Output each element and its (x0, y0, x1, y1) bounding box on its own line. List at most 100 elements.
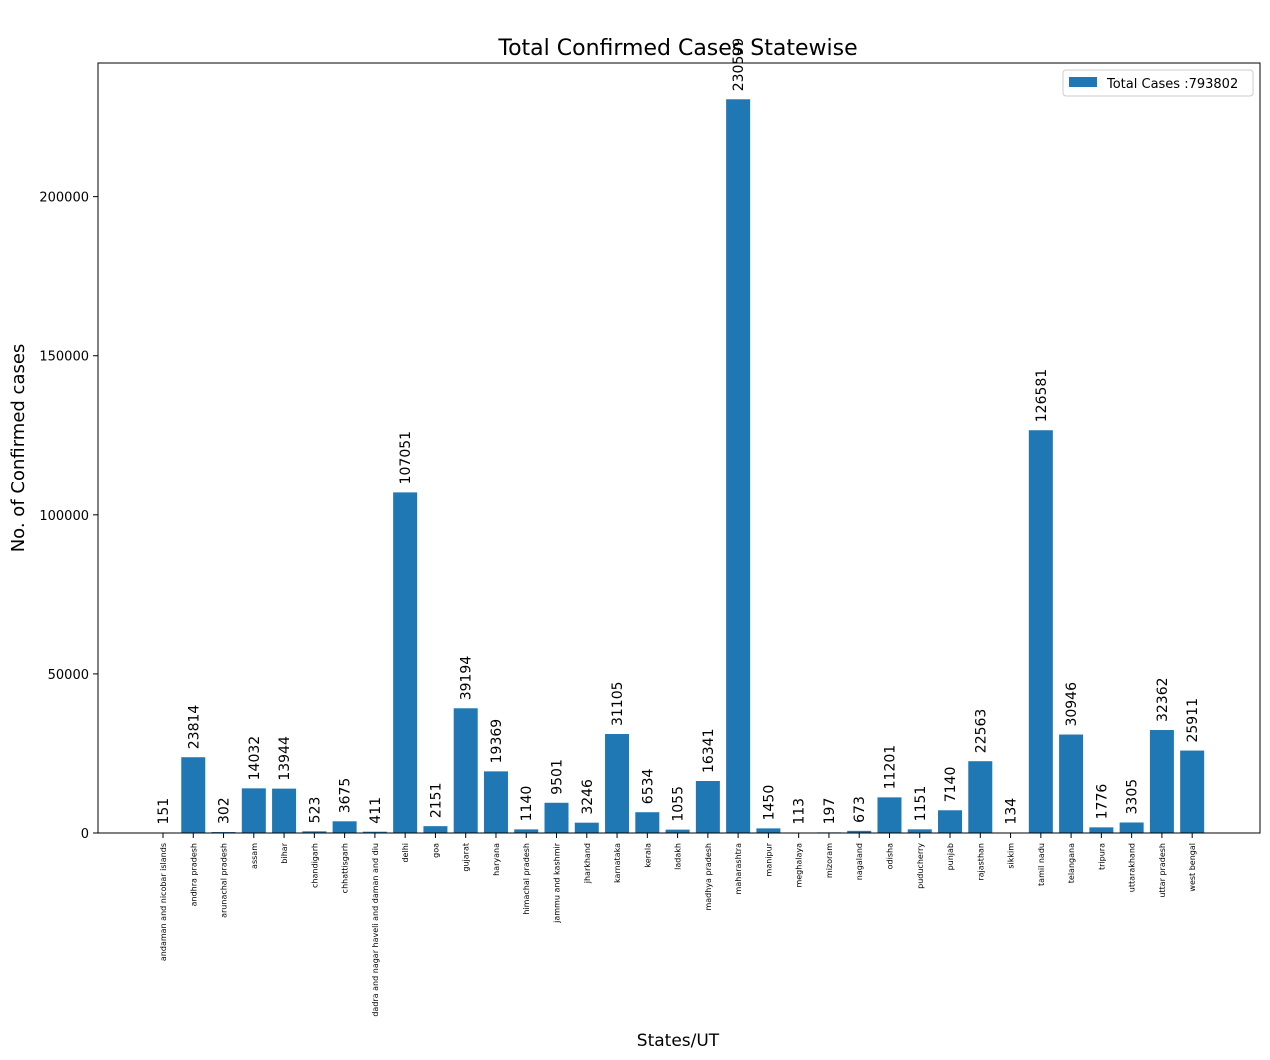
bar (1149, 730, 1174, 833)
data-label: 3675 (338, 778, 354, 814)
data-label: 151 (156, 798, 172, 825)
chart-title: Total Confirmed Cases Statewise (497, 36, 857, 61)
data-label: 126581 (1034, 369, 1050, 422)
x-tick-label: tamil nadu (1037, 843, 1046, 886)
x-tick-label: mizoram (825, 843, 834, 878)
x-tick-label: telangana (1067, 843, 1076, 883)
bar (272, 788, 297, 833)
bar (483, 771, 508, 833)
data-label: 230599 (731, 38, 747, 91)
bar (847, 830, 872, 833)
legend-label: Total Cases :793802 (1106, 77, 1238, 92)
y-axis-label: No. of Confirmed cases (8, 344, 29, 553)
bar (726, 99, 751, 834)
x-tick-label: arunachal pradesh (220, 843, 229, 918)
x-tick-label: kerala (643, 843, 652, 868)
bar (423, 826, 448, 833)
y-tick-label: 200000 (39, 191, 89, 206)
plot-frame (97, 62, 1261, 834)
data-label: 113 (792, 798, 808, 825)
x-tick-label: himachal pradesh (522, 843, 531, 915)
bar (453, 708, 478, 833)
data-label: 1450 (761, 785, 777, 821)
data-label: 107051 (398, 431, 414, 484)
x-tick-label: karnataka (613, 843, 622, 883)
bars-group (151, 99, 1205, 834)
bar (544, 802, 569, 833)
data-label: 19369 (489, 719, 505, 764)
data-label: 25911 (1185, 698, 1201, 743)
y-tick-label: 0 (81, 827, 89, 842)
x-tick-label: andaman and nicobar islands (159, 843, 168, 961)
x-tick-label: jharkhand (583, 843, 592, 884)
data-label: 13944 (277, 736, 293, 781)
data-label: 14032 (247, 736, 263, 781)
bar (1119, 822, 1144, 833)
x-tick-label: dadra and nagar haveli and daman and diu (371, 843, 380, 1017)
bar (1028, 430, 1053, 833)
legend-box (1062, 69, 1254, 97)
bar (877, 797, 902, 833)
data-label: 32362 (1155, 677, 1171, 722)
data-label: 1140 (519, 786, 535, 822)
data-label: 134 (1004, 798, 1020, 825)
x-tick-label: ladakh (674, 843, 683, 870)
data-label: 2151 (428, 783, 444, 819)
x-tick-label: uttar pradesh (1158, 843, 1167, 898)
bar (605, 734, 630, 833)
data-label: 411 (368, 797, 384, 824)
data-label: 22563 (973, 709, 989, 754)
data-label: 31105 (610, 681, 626, 726)
bar (393, 492, 418, 833)
data-label: 9501 (550, 759, 566, 795)
x-tick-label: gujarat (462, 843, 471, 872)
data-labels-group: 151 23814 302 14032 13944 523 3675 411 107051 215… (156, 38, 1201, 825)
x-tick-label: delhi (401, 843, 410, 863)
data-label: 30946 (1064, 682, 1080, 727)
y-tick-label: 150000 (39, 350, 89, 365)
x-tick-label: meghalaya (795, 843, 804, 888)
bar (332, 821, 357, 833)
bar (514, 829, 539, 833)
y-tick-label: 100000 (39, 509, 89, 524)
x-tick-label: uttarakhand (1128, 843, 1137, 892)
x-tick-label: madhya pradesh (704, 843, 713, 911)
bar (181, 757, 206, 833)
x-tick-label: odisha (885, 843, 894, 869)
bar (1059, 734, 1084, 833)
x-tick-label: chandigarh (310, 843, 319, 888)
data-label: 1776 (1094, 784, 1110, 820)
data-label: 3246 (580, 779, 596, 815)
data-label: 197 (822, 798, 838, 825)
bar (756, 828, 781, 833)
bar (574, 822, 599, 833)
data-label: 16341 (701, 728, 717, 773)
x-tick-label: rajasthan (976, 843, 985, 881)
data-label: 1151 (913, 786, 929, 822)
data-label: 11201 (882, 745, 898, 790)
bar (968, 761, 993, 833)
data-label: 673 (852, 796, 868, 823)
x-tick-label: andhra pradesh (189, 843, 198, 906)
bar (635, 812, 660, 833)
bar (1089, 827, 1114, 833)
x-tick-label: assam (250, 843, 259, 869)
x-tick-label: manipur (764, 842, 773, 876)
x-axis: andaman and nicobar islands andhra prades… (159, 833, 1197, 1017)
data-label: 39194 (459, 656, 475, 701)
bar (302, 831, 327, 833)
data-label: 3305 (1125, 779, 1141, 815)
x-tick-label: maharashtra (734, 843, 743, 895)
x-tick-label: bihar (280, 842, 289, 863)
data-label: 302 (217, 797, 233, 824)
data-label: 23814 (186, 705, 202, 750)
bar (695, 781, 720, 833)
x-tick-label: nagaland (855, 843, 864, 880)
legend: Total Cases :793802 (1062, 69, 1254, 97)
legend-swatch (1069, 77, 1097, 87)
bar (665, 829, 690, 833)
x-tick-label: puducherry (916, 843, 925, 889)
x-tick-label: haryana (492, 843, 501, 876)
data-label: 6534 (640, 768, 656, 804)
